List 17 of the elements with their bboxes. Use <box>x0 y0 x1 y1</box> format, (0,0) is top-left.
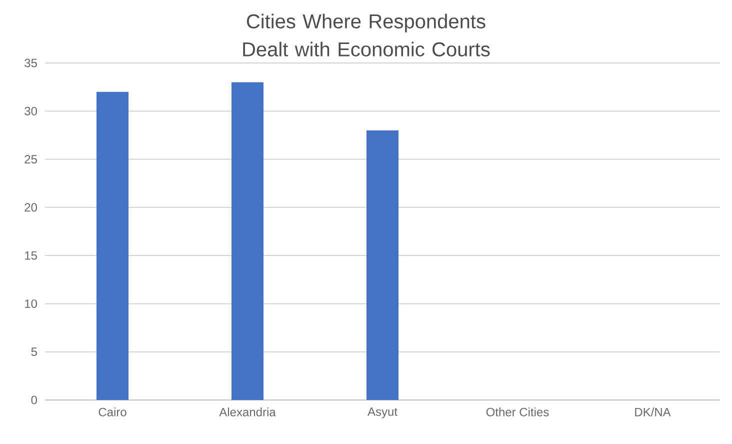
bar <box>96 92 129 400</box>
y-tick-label: 10 <box>25 299 38 308</box>
y-tick-label: 0 <box>31 396 38 404</box>
bar <box>366 130 398 400</box>
chart-title: Cities Where Respondents Dealt with Economic Courts <box>243 14 490 56</box>
x-tick-label: Cairo <box>98 408 126 416</box>
x-tick-label: Asyut <box>368 408 398 418</box>
y-tick-label: 20 <box>24 203 38 212</box>
y-tick-label: 35 <box>24 58 37 68</box>
y-tick-label: 15 <box>25 251 37 260</box>
y-tick-label: 5 <box>31 348 37 356</box>
y-tick-label: 30 <box>24 106 38 116</box>
x-tick-label: Other Cities <box>486 408 549 416</box>
x-tick-label: Alexandria <box>219 408 276 416</box>
bar <box>232 82 264 400</box>
x-tick-label: DK/NA <box>635 408 671 416</box>
y-tick-label: 25 <box>24 155 37 164</box>
